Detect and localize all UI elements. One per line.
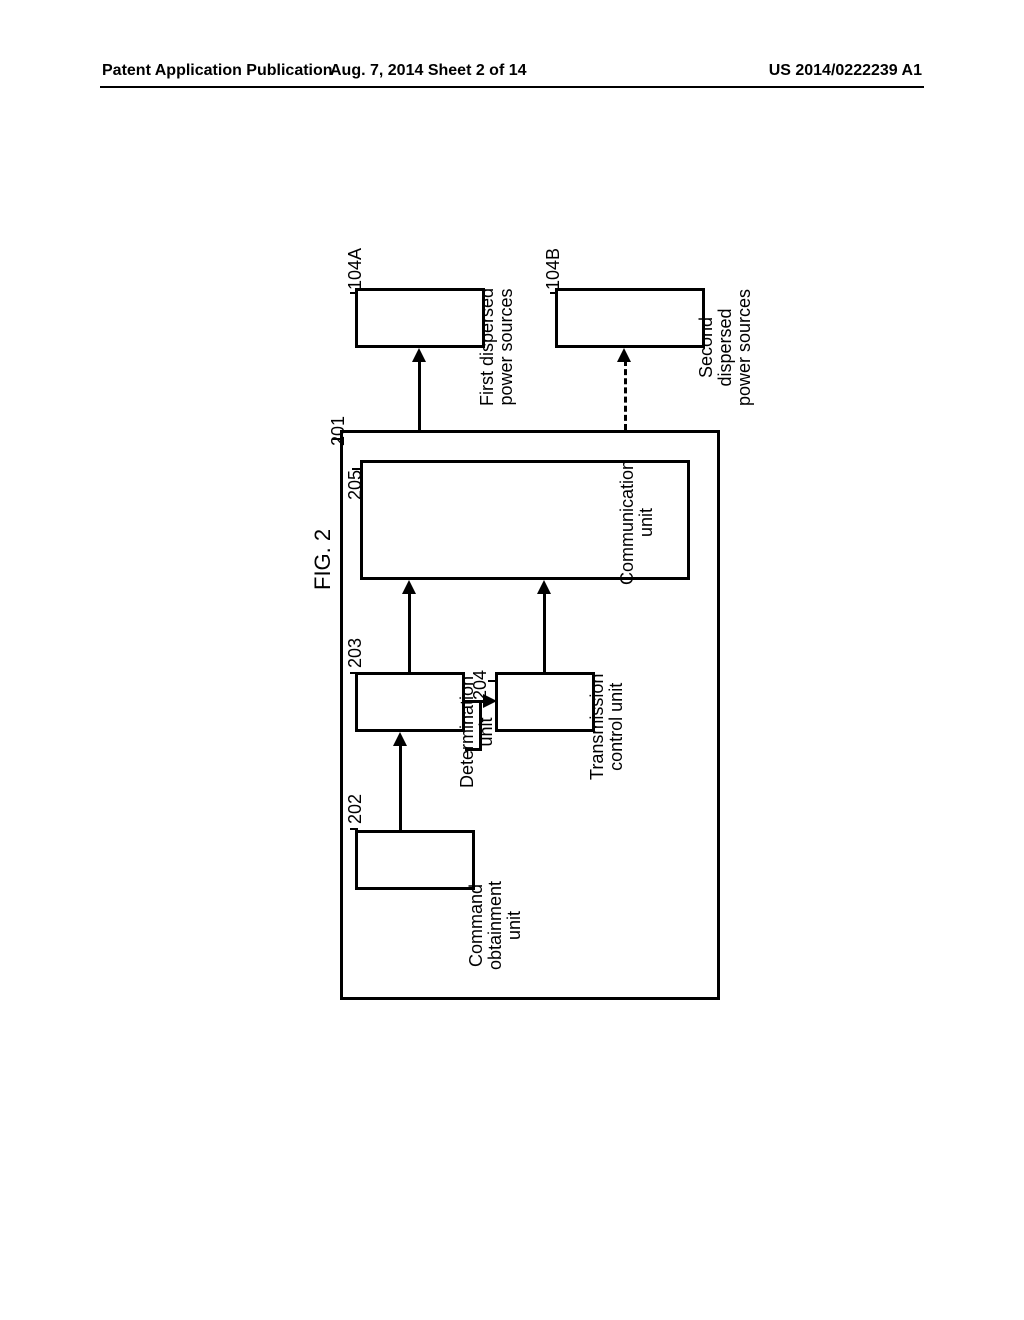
box-second-dispersed <box>555 288 705 348</box>
box-first-dispersed <box>355 288 485 348</box>
ref-201: 201 <box>328 416 349 446</box>
header-left: Patent Application Publication <box>102 62 333 80</box>
arrow-203-to-205 <box>408 592 411 672</box>
leader-202 <box>350 828 358 830</box>
label-first-dispersed: First dispersed power sources <box>478 288 516 406</box>
box-determination <box>355 672 465 732</box>
leader-104a <box>350 292 358 294</box>
arrow-det-to-trans-h <box>465 748 482 751</box>
arrowhead-204-to-205 <box>537 580 551 594</box>
header-right: US 2014/0222239 A1 <box>769 62 922 80</box>
page: Patent Application Publication Aug. 7, 2… <box>0 0 1024 1320</box>
label-communication: Communication unit <box>618 460 656 585</box>
arrowhead-command-to-determination <box>393 732 407 746</box>
label-command: Command obtainment unit <box>467 881 524 970</box>
label-transmission: Transmission control unit <box>588 674 626 780</box>
header-center: Aug. 7, 2014 Sheet 2 of 14 <box>330 62 527 80</box>
arrow-det-to-trans-v <box>479 700 482 750</box>
label-second-dispersed: Second dispersed power sources <box>697 289 754 406</box>
leader-104b <box>550 292 558 294</box>
ref-205: 205 <box>345 470 366 500</box>
figure-title: FIG. 2 <box>310 529 336 590</box>
arrow-205-to-104b <box>624 360 627 430</box>
arrowhead-203-to-204 <box>483 694 497 708</box>
box-command <box>355 830 475 890</box>
header-rule <box>100 86 924 88</box>
arrow-203-to-204 <box>465 700 485 703</box>
arrowhead-205-to-104a <box>412 348 426 362</box>
box-transmission <box>495 672 595 732</box>
leader-204 <box>488 680 498 682</box>
arrowhead-205-to-104b <box>617 348 631 362</box>
arrowhead-203-to-205 <box>402 580 416 594</box>
ref-104a: 104A <box>345 248 366 290</box>
ref-203: 203 <box>345 638 366 668</box>
arrow-command-to-determination <box>399 744 402 830</box>
ref-202: 202 <box>345 794 366 824</box>
leader-201 <box>332 438 342 440</box>
leader-205 <box>352 468 362 470</box>
arrow-204-to-205 <box>543 592 546 672</box>
leader-203 <box>350 672 358 674</box>
ref-104b: 104B <box>543 248 564 290</box>
arrow-205-to-104a <box>418 360 421 430</box>
